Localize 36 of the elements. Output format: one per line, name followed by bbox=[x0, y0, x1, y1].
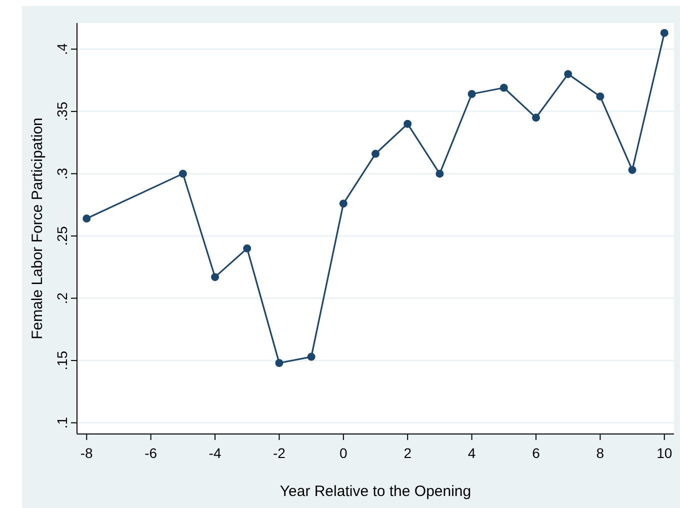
point bbox=[500, 84, 508, 92]
x-tick-label: -8 bbox=[80, 445, 94, 461]
x-tick-label: 8 bbox=[596, 445, 604, 461]
point bbox=[532, 114, 540, 122]
x-tick-label: -4 bbox=[208, 445, 222, 461]
point bbox=[436, 170, 444, 178]
y-tick-label: .4 bbox=[54, 43, 70, 55]
x-axis-title: Year Relative to the Opening bbox=[280, 483, 472, 500]
x-tick-label: 2 bbox=[404, 445, 412, 461]
y-tick-label: .25 bbox=[54, 226, 70, 246]
point bbox=[243, 244, 252, 252]
point bbox=[404, 120, 412, 128]
point bbox=[339, 200, 348, 208]
point bbox=[211, 273, 220, 282]
point bbox=[178, 170, 187, 178]
y-tick-label: .35 bbox=[54, 101, 70, 122]
x-tick-label: 10 bbox=[656, 445, 672, 461]
point bbox=[82, 214, 91, 223]
point bbox=[468, 90, 476, 98]
x-tick-label: 4 bbox=[468, 445, 476, 461]
point bbox=[307, 352, 316, 361]
point bbox=[628, 166, 636, 174]
point bbox=[275, 359, 284, 368]
y-tick-label: .15 bbox=[54, 350, 70, 370]
y-tick-label: .2 bbox=[54, 292, 70, 304]
y-tick-label: .1 bbox=[54, 416, 70, 429]
point bbox=[372, 150, 380, 158]
point bbox=[564, 70, 572, 78]
x-tick-label: -6 bbox=[144, 445, 158, 461]
x-tick-label: 6 bbox=[532, 445, 540, 461]
y-tick-label: .3 bbox=[54, 168, 70, 180]
x-tick-label: 0 bbox=[340, 445, 348, 461]
point bbox=[596, 92, 604, 100]
point bbox=[660, 28, 668, 37]
y-axis-title: Female Labor Force Participation bbox=[29, 118, 46, 340]
x-tick-label: -2 bbox=[272, 445, 286, 461]
